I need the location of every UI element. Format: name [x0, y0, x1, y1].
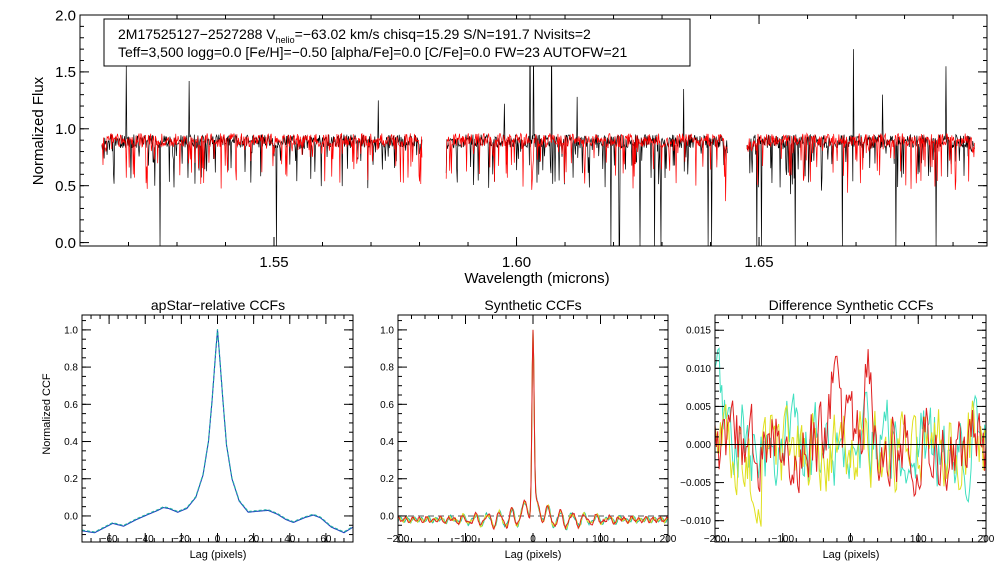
apstar-ccf-y-tick-label: 1.0: [64, 325, 78, 336]
spectrum-y-tick-label: 1.5: [55, 64, 76, 81]
difference-ccf-panel: Difference Synthetic CCFs −200−100010020…: [680, 297, 995, 561]
difference-ccf-axes-frame: [714, 314, 987, 543]
legend-frame: [103, 18, 691, 67]
spectrum-x-axis-label: Wavelength (microns): [464, 270, 609, 287]
difference-ccf-y-tick-label: −0.010: [680, 516, 711, 527]
apstar-ccf-title: apStar−relative CCFs: [151, 297, 285, 313]
spectrum-x-tick-label: 1.55: [259, 254, 288, 271]
synthetic-ccf-line-1: [397, 329, 669, 531]
difference-ccf-line-3: [715, 349, 986, 498]
synthetic-ccf-ticks: −200−10001002000.00.20.40.60.81.0: [380, 315, 677, 545]
difference-ccf-series: [715, 347, 986, 527]
apstar-ccf-y-tick-label: 0.4: [64, 437, 78, 448]
spectrum-observed-chip-3: [746, 49, 975, 246]
difference-ccf-y-tick-label: 0.005: [686, 402, 711, 413]
spectrum-synthetic-chip-1: [101, 132, 423, 189]
synthetic-ccf-y-tick-label: 0.8: [380, 363, 394, 374]
synthetic-ccf-y-tick-label: 0.0: [380, 511, 394, 522]
difference-ccf-line-2: [715, 400, 986, 527]
difference-ccf-line-1: [715, 347, 986, 504]
synthetic-ccf-line-3: [397, 329, 669, 531]
spectrum-x-tick-label: 1.65: [744, 254, 773, 271]
apstar-ccf-x-axis-label: Lag (pixels): [190, 549, 247, 561]
spectrum-panel: 1.55 1.60 1.65 0.0 0.5 1.0 1.5 2.0 2M17525127−2…: [30, 7, 988, 287]
apstar-ccf-line-2: [81, 329, 354, 533]
apstar-ccf-axes-frame: [81, 314, 354, 543]
apstar-ccf-line-1: [81, 329, 354, 534]
synthetic-ccf-x-axis-label: Lag (pixels): [505, 549, 562, 561]
spectrum-legend-box: 2M17525127−2527288 Vhelio=−63.02 km/s ch…: [103, 18, 691, 67]
apstar-ccf-y-axis-label: Normalized CCF: [41, 373, 53, 455]
spectrum-plot-area: [101, 15, 975, 246]
difference-ccf-y-tick-label: −0.005: [680, 478, 711, 489]
apstar-ccf-series: [81, 329, 354, 534]
legend-line-1: 2M17525127−2527288 Vhelio=−63.02 km/s ch…: [118, 26, 591, 45]
synthetic-ccf-title: Synthetic CCFs: [484, 297, 581, 313]
spectrum-y-tick-label: 0.0: [55, 235, 76, 252]
difference-ccf-y-tick-label: 0.015: [686, 326, 711, 337]
difference-ccf-title: Difference Synthetic CCFs: [769, 297, 934, 313]
difference-ccf-ticks: −200−1000100200−0.010−0.0050.0000.0050.0…: [680, 314, 995, 545]
apstar-ccf-y-tick-label: 0.8: [64, 363, 78, 374]
apstar-ccf-panel: apStar−relative CCFs −60−40−2002040600.0…: [41, 297, 354, 561]
spectrum-y-tick-label: 0.5: [55, 178, 76, 195]
synthetic-ccf-y-tick-label: 0.4: [380, 437, 394, 448]
difference-ccf-y-tick-label: 0.010: [686, 364, 711, 375]
synthetic-ccf-panel: Synthetic CCFs −200−10001002000.00.20.40…: [380, 297, 677, 561]
spectrum-synthetic-chip-3: [746, 132, 975, 193]
spectrum-y-axis-label: Normalized Flux: [30, 76, 47, 185]
spectrum-y-tick-label: 2.0: [55, 7, 76, 24]
apstar-ccf-y-tick-label: 0.6: [64, 400, 78, 411]
synthetic-ccf-line-2: [397, 329, 669, 530]
synthetic-ccf-y-tick-label: 0.6: [380, 400, 394, 411]
apstar-ccf-y-tick-label: 0.2: [64, 474, 78, 485]
difference-ccf-y-tick-label: 0.000: [686, 440, 711, 451]
synthetic-ccf-series: [397, 329, 669, 531]
spectrum-synthetic-chip-2: [445, 132, 728, 202]
spectrum-axes-frame: [79, 14, 988, 247]
synthetic-ccf-y-tick-label: 1.0: [380, 325, 394, 336]
apstar-ccf-ticks: −60−40−2002040600.00.20.40.60.81.0: [64, 315, 354, 545]
spectrum-x-tick-label: 1.60: [502, 254, 531, 271]
legend-line-2: Teff=3,500 logg=0.0 [Fe/H]=−0.50 [alpha/…: [118, 44, 627, 60]
synthetic-ccf-y-tick-label: 0.2: [380, 474, 394, 485]
difference-ccf-x-axis-label: Lag (pixels): [823, 549, 880, 561]
apstar-ccf-y-tick-label: 0.0: [64, 511, 78, 522]
spectrum-y-tick-label: 1.0: [55, 121, 76, 138]
